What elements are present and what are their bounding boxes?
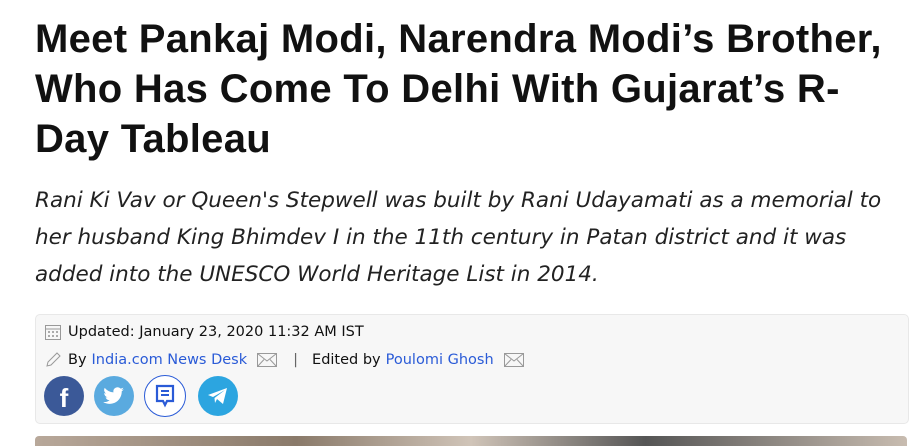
author-link[interactable]: India.com News Desk — [91, 352, 248, 368]
editor-link[interactable]: Poulomi Ghosh — [385, 352, 494, 368]
calendar-icon — [44, 323, 62, 341]
article-image — [35, 436, 907, 446]
article-subtitle: Rani Ki Vav or Queen's Stepwell was buil… — [35, 188, 882, 287]
by-label: By — [68, 352, 87, 368]
share-row: f — [44, 375, 238, 417]
pencil-icon — [44, 351, 62, 369]
comment-icon[interactable] — [144, 375, 186, 417]
byline-separator: | — [293, 352, 299, 368]
author-mail-icon[interactable] — [257, 353, 278, 367]
byline-row: By India.com News Desk | Edited by Poulo… — [44, 351, 524, 369]
twitter-icon[interactable] — [94, 376, 134, 416]
article-title: Meet Pankaj Modi, Narendra Modi’s Brothe… — [35, 17, 882, 161]
article-meta-box: Updated: January 23, 2020 11:32 AM IST B… — [35, 314, 909, 424]
edited-by-label: Edited by — [312, 352, 381, 368]
telegram-icon[interactable] — [198, 376, 238, 416]
facebook-icon[interactable]: f — [44, 376, 84, 416]
editor-mail-icon[interactable] — [503, 353, 524, 367]
updated-row: Updated: January 23, 2020 11:32 AM IST — [44, 323, 364, 341]
updated-timestamp: Updated: January 23, 2020 11:32 AM IST — [68, 324, 364, 340]
